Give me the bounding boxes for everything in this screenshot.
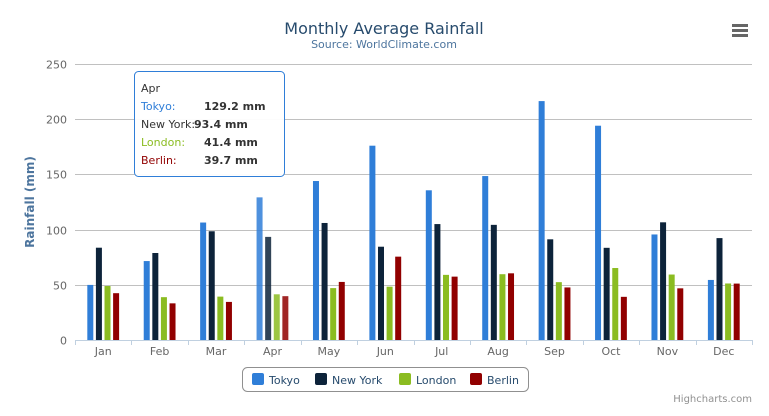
legend-item[interactable]: New York [315,373,383,387]
legend-symbol [252,373,264,385]
bar-london [330,288,337,340]
bar-new-york [95,247,102,340]
legend-symbol [399,373,411,385]
bar-tokyo [143,261,150,340]
x-tick-label: Oct [601,345,621,358]
bar-new-york [434,224,441,340]
bar-tokyo [87,284,94,340]
bar-tokyo [312,181,319,340]
x-tick-label: Nov [657,345,679,358]
legend-item[interactable]: Berlin [470,373,519,387]
bar-tokyo [200,222,207,340]
bar-berlin [451,276,458,340]
bar-tokyo [707,279,714,340]
legend-box [242,367,529,392]
x-tick-label: Aug [487,345,508,358]
y-tick-label: 250 [46,59,67,72]
bar-tokyo [425,190,432,340]
y-tick-label: 150 [46,169,67,182]
legend-item[interactable]: Tokyo [252,373,300,387]
bar-new-york [603,247,610,340]
x-tick-label: Jun [376,345,394,358]
tooltip-series-name: Berlin: [141,154,177,167]
bar-new-york [547,239,554,340]
bar-berlin [620,296,627,340]
tooltip-value: 39.7 mm [204,154,258,167]
bar-london [217,296,224,340]
bar-london [612,268,619,340]
y-axis-title: Rainfall (mm) [23,156,37,248]
tooltip-box [134,71,285,177]
bar-london [160,297,167,340]
y-tick-label: 50 [53,280,67,293]
legend: Tokyo New York London Berlin [242,367,529,392]
y-tick-label: 100 [46,225,67,238]
x-tick-label: May [318,345,341,358]
tooltip-series-name: London: [141,136,185,149]
bar-new-york [152,253,159,340]
bar-new-york [716,238,723,340]
bar-london [104,286,111,340]
tooltip-header: Apr [141,82,161,95]
bar-london [725,283,732,340]
bar-tokyo [651,234,658,340]
bar-new-york [377,246,384,340]
bar-new-york [208,231,215,340]
x-tick-label: Mar [206,345,227,358]
credits[interactable]: Highcharts.com [673,394,752,405]
x-tick-label: Jan [94,345,112,358]
bar-berlin [395,256,402,340]
bar-berlin [225,301,232,340]
bar-new-york [660,222,667,340]
bar-tokyo [482,176,489,340]
tooltip-series-name: Tokyo: [140,100,176,113]
y-tick-label: 0 [60,335,67,348]
bar-berlin [113,293,120,340]
bar-berlin [677,288,684,340]
hamburger-menu-icon[interactable] [728,18,752,40]
bar-tokyo [256,197,263,340]
bar-new-york [490,224,497,340]
bar-berlin [338,281,345,340]
bar-tokyo [595,125,602,341]
legend-item[interactable]: London [399,373,456,387]
bar-london [668,274,675,340]
bar-london [273,294,280,340]
legend-label: London [416,374,456,387]
tooltip-value: 129.2 mm [204,100,266,113]
bar-london [555,282,562,340]
chart-title: Monthly Average Rainfall [284,19,483,38]
bar-london [443,274,450,340]
bar-new-york [265,236,272,340]
legend-label: Berlin [487,374,519,387]
bar-berlin [733,283,740,340]
x-tick-label: Sep [544,345,565,358]
chart-subtitle: Source: WorldClimate.com [311,38,457,51]
x-tick-label: Dec [713,345,734,358]
legend-symbol [470,373,482,385]
tooltip-value: 93.4 mm [194,118,248,131]
bar-new-york [321,222,328,340]
legend-label: Tokyo [268,374,300,387]
bar-london [386,286,393,340]
x-tick-label: Feb [150,345,169,358]
legend-symbol [315,373,327,385]
tooltip-series-name: New York: [141,118,195,131]
legend-label: New York [332,374,383,387]
y-tick-label: 200 [46,114,67,127]
bar-berlin [169,303,176,340]
x-tick-label: Apr [263,345,283,358]
bar-tokyo [538,101,545,341]
bar-berlin [282,296,289,340]
tooltip-value: 41.4 mm [204,136,258,149]
x-tick-label: Jul [434,345,448,358]
tooltip: Apr Tokyo: 129.2 mm New York:93.4 mm London:… [134,71,285,177]
bar-berlin [508,273,515,340]
bar-berlin [564,287,571,340]
bar-london [499,274,506,340]
bar-tokyo [369,145,376,340]
